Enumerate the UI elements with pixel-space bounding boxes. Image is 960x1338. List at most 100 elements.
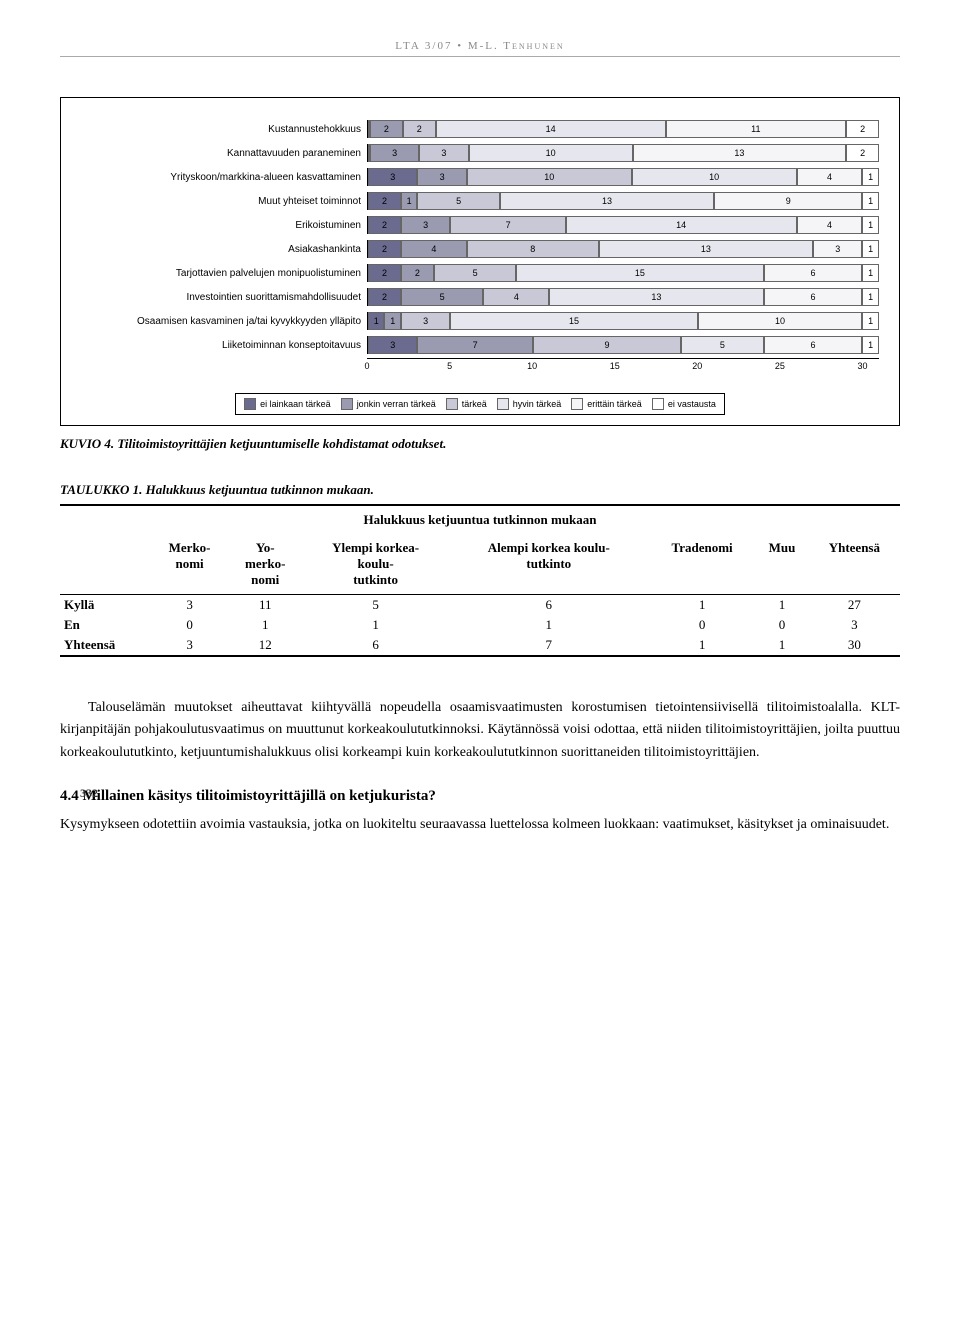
legend-label: jonkin verran tärkeä xyxy=(357,399,436,409)
table-cell: 1 xyxy=(228,615,303,635)
figure-caption: KUVIO 4. Tilitoimistoyrittäjien ketjuunt… xyxy=(60,436,900,452)
chart-segment: 2 xyxy=(368,216,401,234)
table-cell: 3 xyxy=(151,595,228,616)
table-cell: 12 xyxy=(228,635,303,656)
chart-segment: 1 xyxy=(862,168,878,186)
chart-segment: 15 xyxy=(450,312,697,330)
chart-legend: ei lainkaan tärkeäjonkin verran tärkeätä… xyxy=(235,393,725,415)
table-header-cell xyxy=(60,534,151,595)
table-row: Kyllä311561127 xyxy=(60,595,900,616)
chart-segment: 1 xyxy=(862,192,878,210)
chart-bar: 03310132 xyxy=(367,144,879,162)
chart-segment: 4 xyxy=(797,216,863,234)
chart-segment: 2 xyxy=(846,120,879,138)
chart-segment: 2 xyxy=(368,192,401,210)
chart-segment: 1 xyxy=(862,312,878,330)
table-cell: 1 xyxy=(449,615,649,635)
table-cell: 1 xyxy=(755,635,808,656)
table-header-cell: Merko-nomi xyxy=(151,534,228,595)
chart-row-label: Kustannustehokkuus xyxy=(81,124,367,135)
chart-row-label: Liiketoiminnan konseptoitavuus xyxy=(81,340,367,351)
table-row: En0111003 xyxy=(60,615,900,635)
legend-label: erittäin tärkeä xyxy=(587,399,642,409)
chart-segment: 3 xyxy=(370,144,419,162)
legend-swatch xyxy=(341,398,353,410)
chart-row: Kannattavuuden paraneminen03310132 xyxy=(81,142,879,164)
chart-segment: 2 xyxy=(401,264,434,282)
legend-swatch xyxy=(497,398,509,410)
chart-row: Asiakashankinta2481331 xyxy=(81,238,879,260)
chart-segment: 1 xyxy=(862,288,878,306)
chart-bar: 33101041 xyxy=(367,168,879,186)
table-header-cell: Muu xyxy=(755,534,808,595)
chart-segment: 9 xyxy=(533,336,681,354)
table-cell: 0 xyxy=(649,615,755,635)
legend-item: erittäin tärkeä xyxy=(571,398,642,410)
chart-row: Tarjottavien palvelujen monipuolistumine… xyxy=(81,262,879,284)
chart-row-label: Tarjottavien palvelujen monipuolistumine… xyxy=(81,268,367,279)
chart-segment: 2 xyxy=(370,120,403,138)
x-tick: 30 xyxy=(857,361,867,371)
table-cell: 27 xyxy=(809,595,900,616)
chart-segment: 3 xyxy=(401,216,450,234)
page-number: 332 xyxy=(80,784,98,803)
chart-bar: 11315101 xyxy=(367,312,879,330)
chart-segment: 6 xyxy=(764,264,863,282)
chart-segment: 13 xyxy=(500,192,714,210)
legend-label: hyvin tärkeä xyxy=(513,399,562,409)
chart-segment: 4 xyxy=(483,288,549,306)
chart-segment: 15 xyxy=(516,264,763,282)
x-tick: 20 xyxy=(692,361,702,371)
chart-bar: 379561 xyxy=(367,336,879,354)
table-cell: 0 xyxy=(755,615,808,635)
table-cell: 1 xyxy=(302,615,448,635)
table-cell: 1 xyxy=(649,635,755,656)
chart-row: Erikoistuminen2371441 xyxy=(81,214,879,236)
chart-segment: 11 xyxy=(666,120,847,138)
table-cell: En xyxy=(60,615,151,635)
chart-row: Muut yhteiset toiminnot2151391 xyxy=(81,190,879,212)
chart-segment: 6 xyxy=(764,336,863,354)
chart-segment: 5 xyxy=(401,288,483,306)
chart-row-label: Erikoistuminen xyxy=(81,220,367,231)
chart-segment: 3 xyxy=(417,168,466,186)
body-text: Talouselämän muutokset aiheuttavat kiiht… xyxy=(60,697,900,837)
chart-row-label: Kannattavuuden paraneminen xyxy=(81,148,367,159)
table-cell: 6 xyxy=(449,595,649,616)
chart-segment: 2 xyxy=(368,288,401,306)
chart-segment: 6 xyxy=(764,288,863,306)
paragraph: Kysymykseen odotettiin avoimia vastauksi… xyxy=(60,814,900,836)
chart-segment: 3 xyxy=(368,168,417,186)
chart-row: Liiketoiminnan konseptoitavuus379561 xyxy=(81,334,879,356)
chart-segment: 4 xyxy=(401,240,467,258)
chart-bar: 2151391 xyxy=(367,192,879,210)
chart-bar: 02214112 xyxy=(367,120,879,138)
table-cell: 0 xyxy=(151,615,228,635)
chart-segment: 1 xyxy=(862,264,878,282)
chart-x-axis: 051015202530 xyxy=(367,358,879,373)
chart-segment: 1 xyxy=(384,312,400,330)
legend-item: ei vastausta xyxy=(652,398,716,410)
legend-label: ei lainkaan tärkeä xyxy=(260,399,331,409)
table-cell: 1 xyxy=(755,595,808,616)
table-cell: 3 xyxy=(151,635,228,656)
x-tick: 15 xyxy=(610,361,620,371)
chart-segment: 13 xyxy=(633,144,846,162)
chart-segment: 9 xyxy=(714,192,862,210)
table-header-cell: Tradenomi xyxy=(649,534,755,595)
legend-swatch xyxy=(446,398,458,410)
paragraph: Talouselämän muutokset aiheuttavat kiiht… xyxy=(60,697,900,764)
chart-segment: 3 xyxy=(813,240,862,258)
chart-segment: 2 xyxy=(368,240,401,258)
table-header-cell: Alempi korkea koulu-tutkinto xyxy=(449,534,649,595)
chart-segment: 5 xyxy=(434,264,516,282)
chart-segment: 4 xyxy=(797,168,863,186)
chart-bar: 2481331 xyxy=(367,240,879,258)
chart-segment: 2 xyxy=(846,144,879,162)
x-tick: 0 xyxy=(364,361,369,371)
chart-row: Yrityskoon/markkina-alueen kasvattaminen… xyxy=(81,166,879,188)
chart-bar: 2541361 xyxy=(367,288,879,306)
chart-row-label: Osaamisen kasvaminen ja/tai kyvykkyyden … xyxy=(81,316,367,327)
chart-segment: 7 xyxy=(417,336,532,354)
chart-segment: 3 xyxy=(401,312,450,330)
